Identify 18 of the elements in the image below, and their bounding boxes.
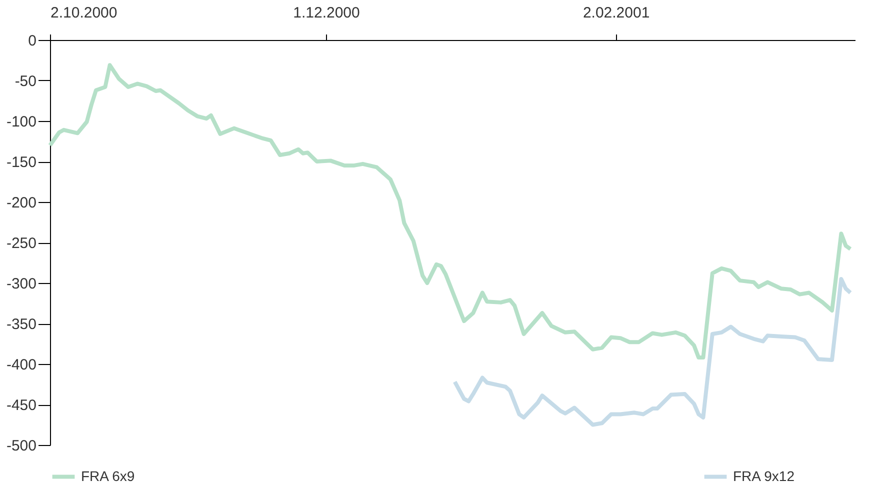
y-tick-label: -200 bbox=[6, 194, 36, 212]
y-tick-label: -300 bbox=[6, 276, 36, 292]
x-tick-label: 2.02.2001 bbox=[582, 4, 650, 22]
y-tick-label: -500 bbox=[6, 438, 36, 454]
y-tick-label: 0 bbox=[28, 32, 36, 50]
line-series bbox=[48, 63, 852, 360]
y-tick-label: -100 bbox=[6, 114, 36, 130]
x-tick-label: 2.10.2000 bbox=[50, 4, 118, 22]
y-tick-label: -450 bbox=[6, 397, 36, 414]
y-tick-label: -50 bbox=[14, 73, 36, 90]
y-tick-label: -250 bbox=[6, 235, 36, 252]
legend-label: FRA 6x9 bbox=[81, 468, 135, 484]
y-tick-label: -350 bbox=[6, 316, 36, 333]
legend-label: FRA 9x12 bbox=[733, 468, 795, 484]
x-tick-label: 1.12.2000 bbox=[293, 4, 360, 22]
y-tick-label: -150 bbox=[6, 154, 36, 171]
line-series bbox=[452, 276, 852, 427]
y-tick-label: -400 bbox=[6, 356, 36, 374]
